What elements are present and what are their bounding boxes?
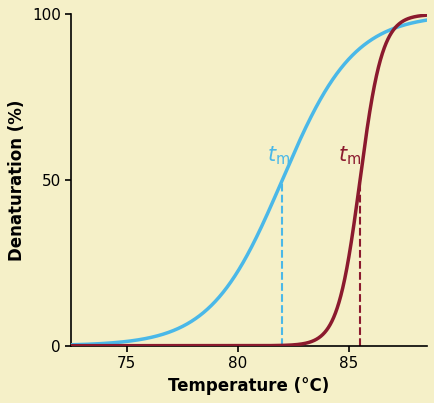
Text: $\mathit{t}_{\mathrm{m}}$: $\mathit{t}_{\mathrm{m}}$: [337, 144, 360, 167]
Y-axis label: Denaturation (%): Denaturation (%): [8, 99, 26, 261]
X-axis label: Temperature (°C): Temperature (°C): [168, 377, 329, 395]
Text: $\mathit{t}_{\mathrm{m}}$: $\mathit{t}_{\mathrm{m}}$: [266, 144, 289, 167]
